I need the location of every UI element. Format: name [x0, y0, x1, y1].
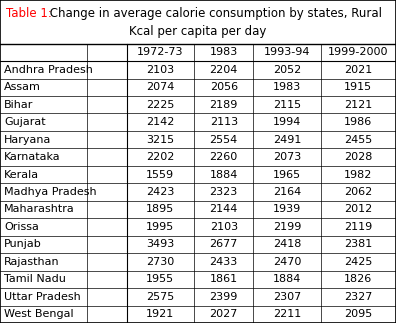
Text: Assam: Assam: [4, 82, 41, 92]
Text: 2095: 2095: [344, 309, 373, 319]
Text: 2423: 2423: [146, 187, 175, 197]
Text: 2470: 2470: [273, 257, 301, 267]
Text: Punjab: Punjab: [4, 239, 42, 249]
Text: 2418: 2418: [273, 239, 301, 249]
Text: 1983: 1983: [273, 82, 301, 92]
Text: 2027: 2027: [209, 309, 238, 319]
Text: 1861: 1861: [209, 274, 238, 284]
Text: 2433: 2433: [209, 257, 238, 267]
Text: 2307: 2307: [273, 292, 301, 302]
Text: 1955: 1955: [146, 274, 175, 284]
Text: West Bengal: West Bengal: [4, 309, 74, 319]
Text: 2164: 2164: [273, 187, 301, 197]
Text: 2121: 2121: [344, 100, 373, 110]
Text: 2115: 2115: [273, 100, 301, 110]
Text: 2144: 2144: [209, 204, 238, 214]
Text: Change in average calorie consumption by states, Rural: Change in average calorie consumption by…: [46, 6, 381, 20]
Text: 2677: 2677: [209, 239, 238, 249]
Text: 1982: 1982: [344, 170, 373, 180]
Text: 2199: 2199: [273, 222, 301, 232]
Text: 2012: 2012: [344, 204, 373, 214]
Text: Bihar: Bihar: [4, 100, 33, 110]
Text: Gujarat: Gujarat: [4, 117, 46, 127]
Text: Haryana: Haryana: [4, 135, 51, 145]
Text: 2225: 2225: [146, 100, 175, 110]
Text: Orissa: Orissa: [4, 222, 39, 232]
Text: 2381: 2381: [344, 239, 373, 249]
Text: 1559: 1559: [146, 170, 175, 180]
Text: 3493: 3493: [146, 239, 175, 249]
Text: 2204: 2204: [209, 65, 238, 75]
Text: 2052: 2052: [273, 65, 301, 75]
Text: Madhya Pradesh: Madhya Pradesh: [4, 187, 97, 197]
Text: 2399: 2399: [209, 292, 238, 302]
Text: 2730: 2730: [146, 257, 175, 267]
Text: 2260: 2260: [209, 152, 238, 162]
Text: 1939: 1939: [273, 204, 301, 214]
Text: Table 1:: Table 1:: [6, 6, 52, 20]
Text: 1884: 1884: [273, 274, 301, 284]
Text: Rajasthan: Rajasthan: [4, 257, 59, 267]
Text: Tamil Nadu: Tamil Nadu: [4, 274, 66, 284]
Text: 2103: 2103: [209, 222, 238, 232]
Text: 2028: 2028: [344, 152, 373, 162]
Text: 1915: 1915: [344, 82, 373, 92]
Text: Kcal per capita per day: Kcal per capita per day: [129, 25, 267, 38]
Text: 2062: 2062: [344, 187, 373, 197]
Text: 1986: 1986: [344, 117, 373, 127]
Text: 2073: 2073: [273, 152, 301, 162]
Text: Karnataka: Karnataka: [4, 152, 61, 162]
Text: 1884: 1884: [209, 170, 238, 180]
Text: 2142: 2142: [146, 117, 175, 127]
Text: 2119: 2119: [344, 222, 373, 232]
Text: 2211: 2211: [273, 309, 301, 319]
Text: 1995: 1995: [146, 222, 175, 232]
Text: 1999-2000: 1999-2000: [328, 47, 388, 57]
Text: Kerala: Kerala: [4, 170, 39, 180]
Text: 2491: 2491: [273, 135, 301, 145]
Text: 1895: 1895: [146, 204, 175, 214]
Text: 2189: 2189: [209, 100, 238, 110]
Text: 2455: 2455: [344, 135, 373, 145]
Text: 2323: 2323: [209, 187, 238, 197]
Text: 2554: 2554: [209, 135, 238, 145]
Text: Uttar Pradesh: Uttar Pradesh: [4, 292, 81, 302]
Text: 1983: 1983: [209, 47, 238, 57]
Text: 1921: 1921: [146, 309, 175, 319]
Text: 2327: 2327: [344, 292, 373, 302]
Text: 2113: 2113: [209, 117, 238, 127]
Text: Maharashtra: Maharashtra: [4, 204, 75, 214]
Text: 1965: 1965: [273, 170, 301, 180]
Text: 2202: 2202: [146, 152, 175, 162]
Text: 2575: 2575: [146, 292, 175, 302]
Text: 2425: 2425: [344, 257, 373, 267]
Text: 1994: 1994: [273, 117, 301, 127]
Text: 2056: 2056: [209, 82, 238, 92]
Text: 1993-94: 1993-94: [264, 47, 310, 57]
Text: 2103: 2103: [146, 65, 175, 75]
Text: 3215: 3215: [146, 135, 175, 145]
Text: 1972-73: 1972-73: [137, 47, 184, 57]
Text: 1826: 1826: [344, 274, 373, 284]
Text: 2021: 2021: [344, 65, 373, 75]
Text: Andhra Pradesh: Andhra Pradesh: [4, 65, 93, 75]
Text: 2074: 2074: [146, 82, 175, 92]
